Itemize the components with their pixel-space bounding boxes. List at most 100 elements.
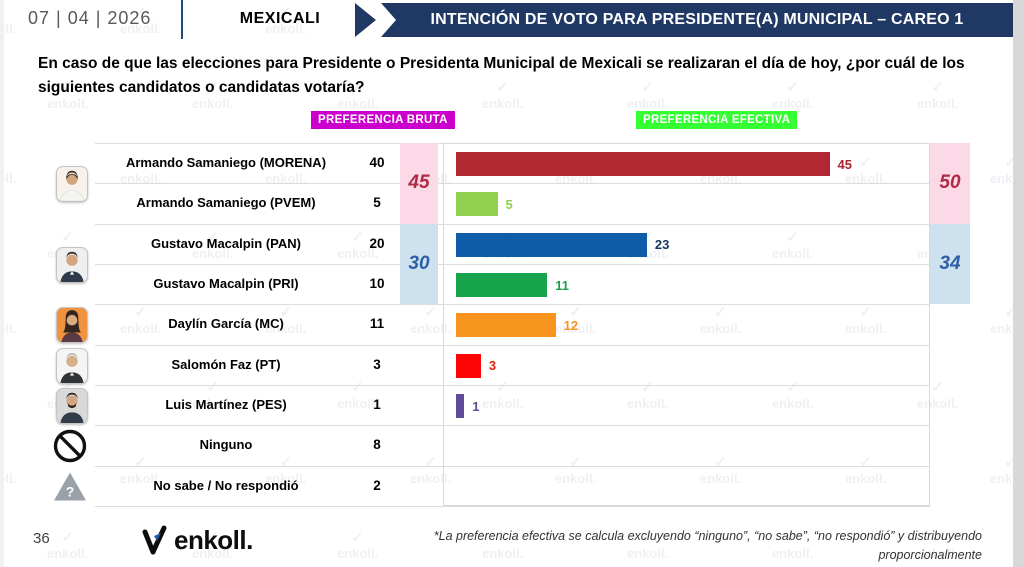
watermark: ✓enkoll. — [120, 154, 162, 186]
bruta-value: 2 — [373, 477, 381, 493]
watermark: ✓enkoll. — [47, 529, 89, 561]
bruta-value: 10 — [369, 276, 385, 291]
efectiva-group-total-samaniego: 50 — [930, 143, 970, 224]
watermark: ✓enkoll. — [120, 4, 162, 36]
candidate-photo-samaniego — [56, 166, 88, 202]
grid-line — [95, 465, 930, 467]
watermark: ✓enkoll. — [627, 529, 669, 561]
header-divider — [181, 0, 183, 39]
watermark: ✓enkoll. — [265, 154, 307, 186]
candidate-photo-macalpin — [56, 247, 88, 283]
bar-pt — [456, 353, 481, 378]
watermark: ✓enkoll. — [482, 379, 524, 411]
watermark: ✓enkoll. — [772, 529, 814, 561]
watermark: ✓enkoll. — [627, 79, 669, 111]
watermark: ✓enkoll. — [700, 304, 742, 336]
watermark: ✓enkoll. — [772, 79, 814, 111]
bruta-column-label: PREFERENCIA BRUTA — [311, 111, 455, 129]
bar-value: 45 — [837, 156, 852, 172]
bruta-value: 8 — [373, 437, 381, 453]
grid-line — [95, 506, 930, 507]
bar-value: 3 — [488, 358, 497, 374]
bar-pan — [456, 232, 647, 257]
grid-line — [95, 344, 930, 346]
bar-pri — [456, 273, 548, 298]
bruta-value: 11 — [369, 316, 385, 332]
candidate-photo-garcia — [56, 307, 88, 343]
bruta-value: 5 — [373, 195, 381, 211]
watermark: ✓enkoll. — [120, 304, 162, 336]
slide-right-edge — [1013, 0, 1024, 567]
watermark: ✓enkoll. — [47, 79, 89, 111]
candidate-name: Armando Samaniego (PVEM) — [136, 195, 316, 211]
bar-value: 1 — [472, 398, 480, 414]
candidate-name: Salomón Faz (PT) — [171, 356, 281, 372]
grid-line — [95, 304, 930, 306]
bar-morena — [456, 152, 830, 177]
watermark: ✓enkoll. — [482, 529, 524, 561]
enkoll-logo: enkoll. — [140, 521, 253, 559]
footnote-line-1: *La preferencia efectiva se calcula excl… — [433, 529, 982, 562]
grid-line — [95, 385, 930, 386]
candidate-name: Gustavo Macalpin (PRI) — [153, 276, 299, 291]
slide-left-edge — [0, 0, 4, 567]
watermark: ✓enkoll. — [337, 229, 379, 261]
watermark: ✓enkoll. — [192, 529, 234, 561]
grid-line — [95, 183, 930, 185]
watermark: ✓enkoll. — [410, 304, 452, 336]
ninguno-icon — [50, 428, 90, 464]
candidate-name: No sabe / No respondió — [153, 477, 299, 493]
date: 07 | 04 | 2026 — [28, 8, 152, 28]
candidate-name: Gustavo Macalpin (PAN) — [150, 235, 301, 251]
bar-mc — [456, 313, 556, 338]
bruta-group-total-macalpin: 30 — [400, 223, 438, 305]
watermark: ✓enkoll. — [772, 379, 814, 411]
bar-value: 23 — [654, 237, 670, 253]
question-text: En caso de que las elecciones para Presi… — [38, 55, 965, 97]
watermark: ✓enkoll. — [917, 379, 959, 411]
enkoll-logo-icon — [142, 525, 167, 555]
watermark: ✓enkoll. — [917, 79, 959, 111]
watermark: ✓enkoll. — [772, 229, 814, 261]
candidate-photo-faz — [56, 348, 88, 384]
grid-line — [95, 223, 930, 225]
watermark: ✓enkoll. — [192, 229, 234, 261]
watermark: ✓enkoll. — [845, 154, 887, 186]
page-title: INTENCIÓN DE VOTO PARA PRESIDENTE(A) MUN… — [430, 11, 964, 28]
bar-value: 11 — [555, 277, 570, 293]
candidate-photo-martinez — [56, 388, 88, 424]
bruta-value: 1 — [373, 397, 381, 412]
bar-row: 23 — [456, 225, 669, 265]
grid-line — [95, 264, 930, 265]
bar-row: 3 — [456, 346, 496, 386]
candidate-name: Armando Samaniego (MORENA) — [125, 155, 327, 170]
watermark: ✓enkoll. — [337, 529, 379, 561]
question-icon: ? — [50, 471, 90, 502]
bar-row: 45 — [456, 144, 852, 184]
title-banner: INTENCIÓN DE VOTO PARA PRESIDENTE(A) MUN… — [381, 3, 1013, 37]
bar-plot-area: 45 5 23 11 12 3 1 — [443, 143, 930, 506]
bruta-value: 3 — [373, 356, 381, 372]
bruta-value: 40 — [369, 155, 385, 170]
watermark: ✓enkoll. — [555, 304, 597, 336]
bar-row: 11 — [456, 265, 569, 305]
page-number: 36 — [33, 530, 50, 547]
bruta-value: 20 — [369, 235, 385, 251]
bar-value: 5 — [505, 196, 513, 212]
bruta-group-total-samaniego: 45 — [400, 143, 438, 224]
svg-text:?: ? — [66, 484, 75, 500]
grid-line — [95, 425, 930, 427]
watermark: ✓enkoll. — [265, 4, 307, 36]
bar-row: 1 — [456, 386, 480, 426]
candidate-name: Luis Martínez (PES) — [165, 397, 287, 412]
efectiva-group-total-macalpin: 34 — [930, 223, 970, 305]
watermark: ✓enkoll. — [627, 379, 669, 411]
watermark: ✓enkoll. — [192, 79, 234, 111]
watermark: ✓enkoll. — [337, 79, 379, 111]
bar-value: 12 — [563, 317, 579, 333]
watermark: ✓enkoll. — [845, 304, 887, 336]
bar-row: 12 — [456, 305, 578, 345]
bar-pvem — [456, 192, 498, 217]
watermark: ✓enkoll. — [192, 379, 234, 411]
watermark: ✓enkoll. — [265, 304, 307, 336]
